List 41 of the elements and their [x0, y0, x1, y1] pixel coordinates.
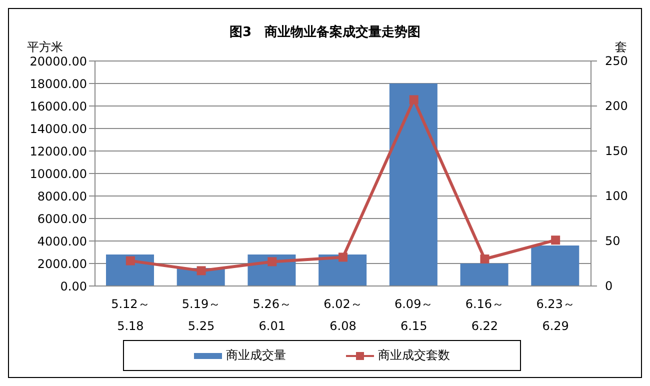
x-tick-label: 6.23～6.29 — [536, 297, 575, 333]
y-tick-label: 20000.00 — [30, 54, 87, 68]
chart-title: 图3 商业物业备案成交量走势图 — [228, 24, 422, 41]
bar — [106, 254, 154, 286]
y-tick-label: 8000.00 — [37, 189, 87, 204]
point — [409, 95, 418, 104]
x-tick-label: 5.19～5.25 — [182, 297, 221, 333]
point — [480, 254, 490, 264]
bar — [531, 246, 580, 286]
y-tick-label: 14000.00 — [30, 122, 87, 136]
y-tick-label: 2000.00 — [37, 256, 87, 271]
y-tick-label: 6000.00 — [37, 212, 87, 226]
point — [126, 256, 135, 266]
x-tick-label: 6.02～6.08 — [324, 297, 362, 333]
y-tick-label: 10000.00 — [30, 166, 87, 181]
y2-tick-label: 200 — [605, 99, 628, 113]
y-axis-title: 平方米 — [27, 39, 63, 56]
y2-tick-label: 150 — [605, 144, 628, 158]
bar — [389, 84, 438, 286]
point — [268, 257, 277, 266]
y-tick-label: 12000.00 — [30, 144, 87, 158]
y2-axis-title: 套 — [615, 39, 627, 56]
y2-tick-label: 50 — [605, 234, 620, 248]
legend-label: 商业成交套数 — [377, 347, 450, 364]
y-tick-label: 4000.00 — [37, 234, 87, 248]
legend-label: 商业成交量 — [225, 347, 286, 364]
bar — [318, 254, 367, 286]
y2-tick-label: 250 — [605, 54, 628, 68]
x-tick-label: 5.12～5.18 — [111, 297, 150, 333]
y2-tick-label: 100 — [605, 189, 628, 203]
x-tick-label: 6.09～6.15 — [394, 297, 434, 333]
point — [551, 236, 560, 245]
x-tick-label: 5.26～6.01 — [252, 297, 292, 333]
y2-tick-label: 0 — [605, 279, 613, 293]
x-tick-label: 6.16～6.22 — [465, 297, 504, 333]
point — [196, 266, 206, 276]
y-tick-label: 16000.00 — [30, 99, 87, 114]
bar — [460, 264, 508, 286]
y-tick-label: 0.00 — [60, 279, 87, 294]
y-tick-label: 18000.00 — [30, 76, 87, 91]
point — [338, 252, 348, 262]
